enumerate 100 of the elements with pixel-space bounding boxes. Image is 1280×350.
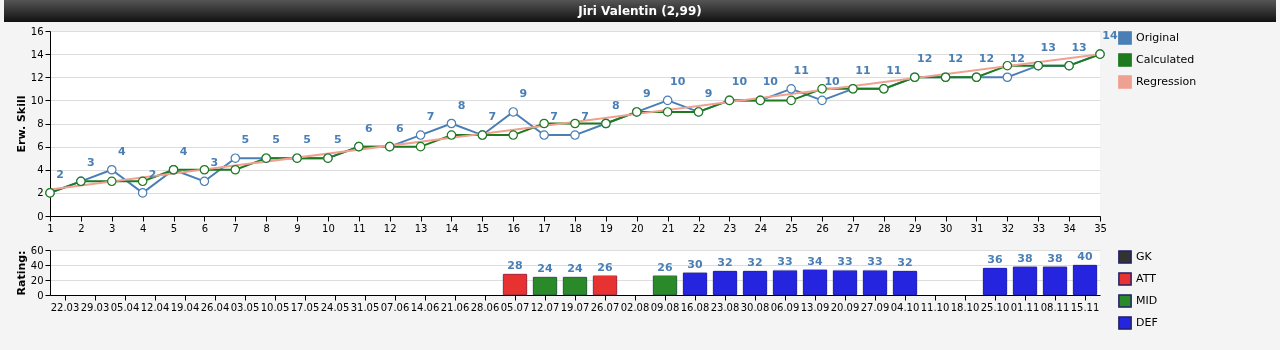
data-label: 12 [1009,52,1026,66]
x-tick-label: 1 [47,222,54,234]
x-tick-label: 27.09 [860,301,890,313]
x-tick-label: 5 [170,222,178,234]
data-label: 9 [704,86,713,100]
data-label: 13 [1071,40,1087,54]
data-label: 14 [1102,29,1118,43]
data-label: 8 [612,98,620,112]
data-label: 10 [824,75,841,89]
x-tick-label: 21 [661,222,675,234]
x-tick-label: 20 [630,222,644,234]
data-label: 7 [581,110,589,124]
x-tick-label: 18.10 [950,301,980,313]
x-tick-label: 2 [78,222,85,234]
data-label: 28 [507,259,523,272]
data-label: 26 [657,260,673,274]
x-tick-label: 6 [201,222,209,234]
x-tick-label: 07.06 [380,301,410,313]
x-tick-label: 13.09 [800,301,830,313]
legend-label: Calculated [1136,53,1195,66]
x-tick-label: 02.08 [620,301,650,313]
y-tick-label: 16 [30,25,44,37]
data-label: 11 [886,63,902,77]
x-tick-label: 15 [476,222,490,234]
data-label: 11 [855,63,871,77]
x-tick-label: 17 [538,222,551,234]
x-tick-label: 27 [847,222,860,234]
data-label: 5 [334,133,342,147]
y-tick-label: 0 [37,210,44,222]
x-tick-label: 20.09 [830,301,860,313]
data-label: 11 [793,63,809,77]
y-tick-label: 14 [30,48,44,60]
data-label: 9 [519,86,528,100]
data-label: 40 [1077,250,1093,263]
x-tick-label: 29 [908,222,922,234]
x-tick-label: 22 [692,222,706,234]
x-tick-label: 19.04 [170,301,200,313]
y-tick-label: 40 [30,259,44,271]
data-label: 26 [597,260,613,274]
x-tick-label: 34 [1063,222,1076,234]
data-label: 38 [1017,251,1033,265]
x-tick-label: 03.05 [230,301,260,313]
x-tick-label: 17.05 [290,301,320,313]
x-tick-label: 19 [600,222,613,234]
data-label: 10 [762,75,779,89]
data-label: 12 [978,52,995,66]
x-tick-label: 13 [414,222,428,234]
data-label: 24 [567,262,583,275]
x-tick-label: 19.07 [560,301,590,313]
legend-label: MID [1136,294,1158,307]
data-label: 6 [395,121,404,135]
x-tick-label: 25.10 [980,301,1010,313]
legend-label: ATT [1136,272,1157,285]
x-tick-label: 8 [263,222,270,234]
data-label: 2 [56,167,64,181]
data-label: 5 [241,133,250,147]
x-tick-label: 14.06 [410,301,440,313]
data-label: 7 [426,110,435,124]
data-label: 36 [987,253,1003,266]
data-label: 33 [867,255,883,269]
legend-label: GK [1136,250,1153,263]
x-tick-label: 06.09 [770,301,800,313]
x-tick-label: 12.04 [140,301,170,313]
y-tick-label: 6 [37,141,44,153]
x-tick-label: 28 [877,222,891,234]
x-tick-label: 35 [1094,222,1107,234]
y-tick-label: 60 [30,244,44,256]
x-tick-label: 16 [507,222,521,234]
data-label: 5 [303,133,311,147]
x-tick-label: 3 [109,222,116,234]
data-label: 6 [365,121,373,135]
data-label: 4 [179,144,188,158]
x-tick-label: 01.11 [1010,301,1040,313]
x-tick-label: 11.10 [920,301,950,313]
data-label: 9 [642,86,651,100]
x-tick-label: 22.03 [50,301,80,313]
x-tick-label: 18 [569,222,582,234]
x-tick-label: 10.05 [260,301,290,313]
x-tick-label: 31 [970,222,984,234]
x-tick-label: 12 [383,222,397,234]
x-tick-label: 28.06 [470,301,500,313]
chart-title: Jiri Valentin (2,99) [4,0,1276,22]
x-tick-label: 24.05 [320,301,350,313]
y-tick-label: 10 [30,94,44,106]
x-tick-label: 29.03 [80,301,110,313]
x-tick-label: 30.08 [740,301,770,313]
y-axis-title: Erw. Skill [14,95,28,153]
x-tick-label: 09.08 [650,301,680,313]
y-tick-label: 12 [30,71,44,83]
x-tick-label: 04.10 [890,301,920,313]
x-tick-label: 05.04 [110,301,140,313]
data-label: 10 [731,75,748,89]
x-tick-label: 31.05 [350,301,380,313]
data-label: 33 [777,255,793,269]
data-label: 8 [457,98,466,112]
data-label: 34 [807,254,823,268]
y-tick-label: 0 [37,289,44,301]
x-tick-label: 7 [232,222,239,234]
data-label: 13 [1040,40,1056,54]
x-tick-label: 05.07 [500,301,530,313]
